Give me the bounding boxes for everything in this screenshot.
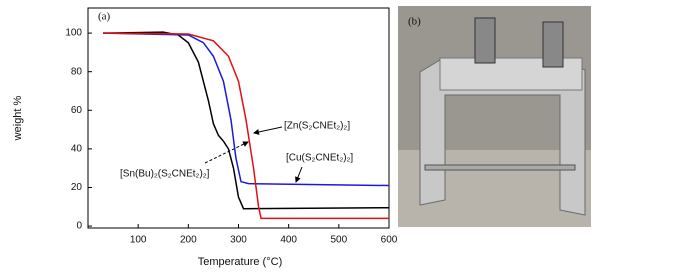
series-annotation: [Sn(Bu)₂(S₂CNEt₂)₂] (120, 169, 210, 180)
x-tick-label: 100 (130, 235, 147, 246)
y-tick-label: 20 (71, 182, 83, 193)
annotation-arrow (295, 166, 303, 183)
micrometer (474, 17, 496, 64)
photo: (b) (398, 6, 591, 227)
y-axis-label: weight % (12, 95, 24, 141)
rod (424, 164, 576, 171)
series-annotation: [Zn(S₂CNEt₂)₂] (284, 121, 350, 132)
annotation-arrow (253, 126, 283, 135)
micrometer (542, 21, 564, 68)
y-tick-label: 80 (71, 66, 83, 77)
panel-label: (b) (408, 16, 421, 28)
annotation-arrow (204, 141, 249, 164)
series-annotation: [Cu(S₂CNEt₂)₂] (286, 153, 353, 164)
x-tick-label: 200 (180, 235, 197, 246)
x-tick-label: 500 (330, 235, 347, 246)
series-line (103, 32, 390, 187)
x-axis-label: Temperature (°C) (198, 256, 282, 268)
x-tick-label: 300 (230, 235, 247, 246)
series-line (103, 31, 390, 210)
y-tick-label: 60 (71, 105, 83, 116)
series-line (103, 32, 389, 220)
x-tick-label: 400 (280, 235, 297, 246)
y-tick-label: 0 (76, 221, 82, 232)
y-tick-label: 40 (71, 144, 83, 155)
panel-label: (a) (98, 11, 111, 23)
y-tick-label: 100 (65, 28, 82, 39)
x-tick-label: 600 (381, 235, 398, 246)
